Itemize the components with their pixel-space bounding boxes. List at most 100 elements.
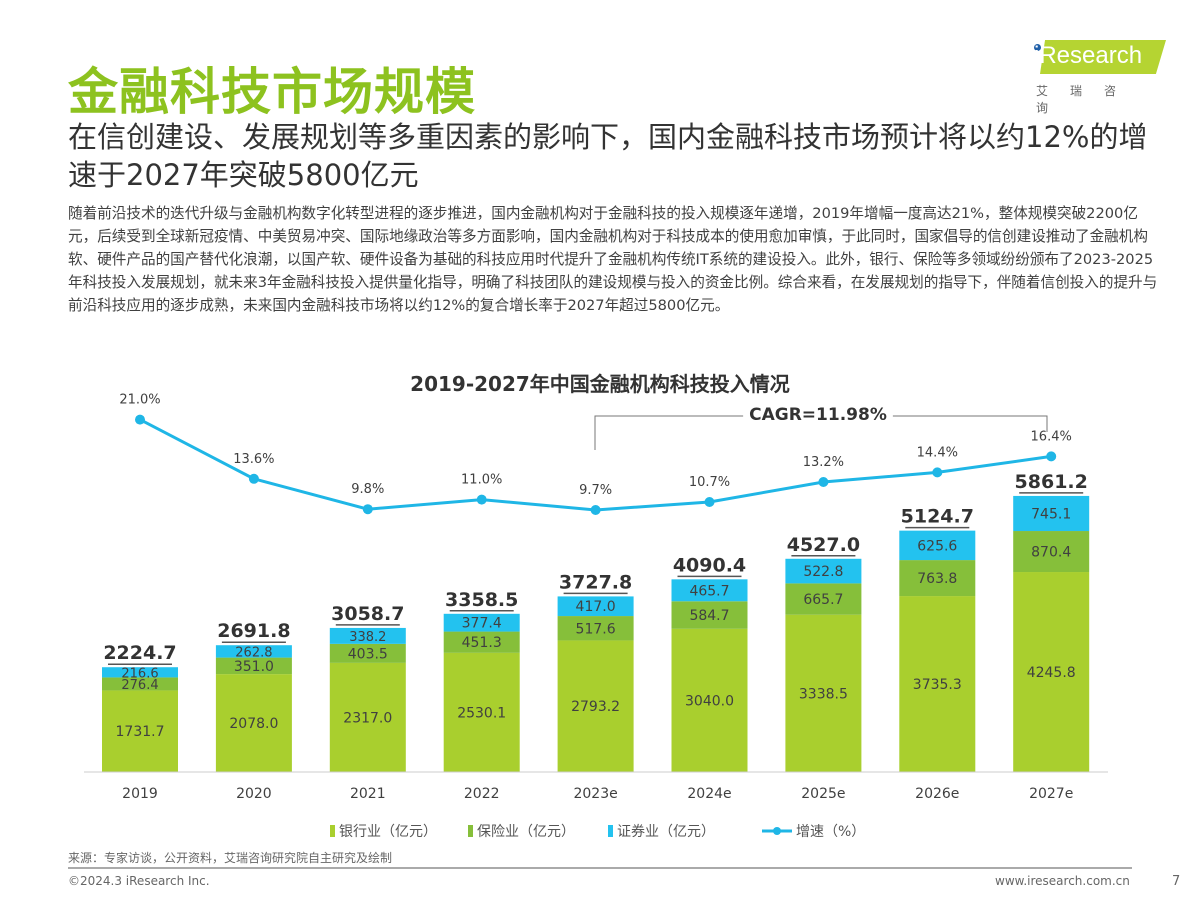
bar-value-label: 745.1 <box>1031 506 1071 522</box>
bar-segment <box>329 627 406 644</box>
bar-value-label: 3735.3 <box>913 677 962 693</box>
bar-value-label: 2530.1 <box>457 705 506 721</box>
bar-value-label: 465.7 <box>689 583 729 599</box>
growth-label: 14.4% <box>917 445 958 460</box>
bar-segment <box>557 616 634 641</box>
bar-value-label: 338.2 <box>349 630 386 645</box>
bar-segment <box>215 674 292 772</box>
bar-total-label: 3358.5 <box>445 589 518 611</box>
bar-segment <box>785 614 862 772</box>
growth-point <box>590 505 601 515</box>
growth-point <box>818 477 829 487</box>
growth-label: 9.7% <box>579 483 612 498</box>
growth-point <box>476 494 487 505</box>
bar-value-label: 870.4 <box>1031 545 1071 561</box>
growth-label: 16.4% <box>1031 429 1072 444</box>
bar-segment <box>443 613 520 632</box>
x-tick-label: 2019 <box>122 786 158 802</box>
x-tick-label: 2022 <box>464 786 500 802</box>
bar-total-label: 5861.2 <box>1015 471 1088 493</box>
copyright: ©2024.3 iResearch Inc. <box>68 874 210 888</box>
growth-point <box>704 497 715 507</box>
x-tick-label: 2021 <box>350 786 386 802</box>
bar-value-label: 417.0 <box>576 599 616 615</box>
bar-segment <box>329 643 406 663</box>
cagr-label: CAGR=11.98% <box>749 405 887 425</box>
growth-label: 21.0% <box>119 393 160 408</box>
bar-segment <box>899 596 976 772</box>
bar-segment <box>1013 572 1090 772</box>
bar-segment <box>671 628 748 772</box>
bar-value-label: 2078.0 <box>229 716 278 732</box>
bar-value-label: 262.8 <box>235 645 272 660</box>
bar-segment <box>785 558 862 584</box>
x-tick-label: 2020 <box>236 786 272 802</box>
bar-value-label: 2317.0 <box>343 710 392 726</box>
bar-value-label: 4245.8 <box>1027 665 1076 681</box>
x-tick-label: 2027e <box>1029 786 1073 802</box>
cagr-label-bg <box>743 403 893 427</box>
bar-value-label: 763.8 <box>917 571 957 587</box>
divider <box>68 867 1132 869</box>
growth-point <box>1046 451 1057 462</box>
bar-segment <box>215 657 292 675</box>
growth-point <box>135 414 145 425</box>
bar-value-label: 665.7 <box>803 592 843 608</box>
x-tick-label: 2024e <box>687 786 731 802</box>
bar-total-label: 4090.4 <box>673 554 746 576</box>
bar-segment <box>443 652 520 772</box>
bar-total-label: 4527.0 <box>787 534 860 556</box>
bar-total-label: 3727.8 <box>559 571 632 593</box>
bar-value-label: 2793.2 <box>571 699 620 715</box>
bar-segment <box>1013 531 1090 573</box>
bar-value-label: 522.8 <box>803 564 843 580</box>
growth-point <box>248 473 259 484</box>
bar-segment <box>215 645 292 658</box>
bar-value-label: 517.6 <box>576 621 616 637</box>
bar-segment <box>443 631 520 653</box>
bar-value-label: 377.4 <box>462 616 502 632</box>
growth-label: 13.6% <box>233 452 274 467</box>
bar-segment <box>899 530 976 561</box>
bar-value-label: 1731.7 <box>116 724 165 740</box>
growth-label: 11.0% <box>461 473 502 488</box>
bar-total-label: 2224.7 <box>103 642 176 664</box>
bar-segment <box>557 640 634 772</box>
bar-segment <box>785 583 862 615</box>
bar-segment <box>102 690 178 772</box>
bar-segment <box>1013 495 1090 532</box>
bar-segment <box>671 579 748 602</box>
bar-segment <box>671 601 748 629</box>
bar-value-label: 451.3 <box>462 635 502 651</box>
bar-value-label: 216.6 <box>121 666 158 681</box>
legend-insurance: 保险业（亿元） <box>468 821 575 841</box>
bar-segment <box>102 667 178 678</box>
bar-value-label: 276.4 <box>121 678 158 693</box>
legend-growth: 增速（%） <box>762 821 865 841</box>
growth-label: 13.2% <box>803 455 844 470</box>
bar-value-label: 3040.0 <box>685 693 734 709</box>
page-title: 金融科技市场规模 <box>68 63 476 121</box>
bar-value-label: 403.5 <box>348 646 388 662</box>
bar-total-label: 3058.7 <box>331 603 404 625</box>
subtitle: 在信创建设、发展规划等多重因素的影响下，国内金融科技市场预计将以约12%的增速于… <box>68 120 1148 192</box>
bar-segment <box>557 596 634 617</box>
legend-securities: 证券业（亿元） <box>608 821 715 841</box>
growth-point <box>362 504 373 515</box>
legend-bank: 银行业（亿元） <box>330 821 437 841</box>
bar-value-label: 625.6 <box>917 538 957 554</box>
x-tick-label: 2026e <box>915 786 959 802</box>
x-tick-label: 2025e <box>801 786 845 802</box>
growth-label: 9.8% <box>351 482 384 497</box>
growth-point <box>932 467 943 478</box>
bar-total-label: 5124.7 <box>901 506 974 528</box>
website-link[interactable]: www.iresearch.com.cn <box>995 874 1130 888</box>
bar-total-label: 2691.8 <box>217 620 290 642</box>
bar-value-label: 3338.5 <box>799 686 848 702</box>
bar-value-label: 351.0 <box>234 659 274 675</box>
chart-title: 2019-2027年中国金融机构科技投入情况 <box>410 372 790 396</box>
x-tick-label: 2023e <box>573 786 617 802</box>
bar-value-label: 584.7 <box>689 608 729 624</box>
growth-label: 10.7% <box>689 475 730 490</box>
